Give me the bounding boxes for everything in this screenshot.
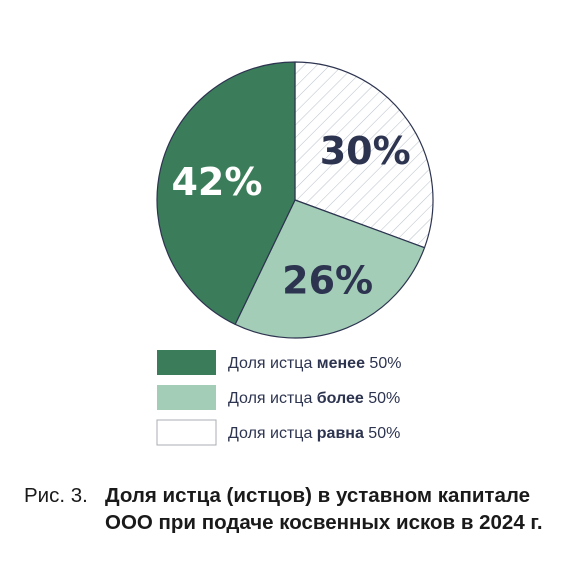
pie-slice-labels: 30% 26% 42% xyxy=(171,129,410,303)
pie-slice-3 xyxy=(156,61,296,325)
legend-swatch-1 xyxy=(157,350,216,375)
legend-label-1: Доля истца менее 50% xyxy=(228,355,401,372)
slice-value-label-2: 26% xyxy=(282,259,373,303)
caption-prefix: Рис. 3. xyxy=(24,484,88,507)
slice-value-label-3: 42% xyxy=(171,160,262,204)
pie-slice-2 xyxy=(234,199,426,339)
caption-title: Доля истца (истцов) в уставном капитале … xyxy=(105,484,543,534)
pie-slices xyxy=(156,61,434,339)
legend-swatch-2 xyxy=(157,385,216,410)
legend: Доля истца менее 50% Доля истца более 50%… xyxy=(156,350,401,446)
legend-swatch-3 xyxy=(156,419,217,446)
slice-value-label-1: 30% xyxy=(320,129,411,173)
legend-label-2: Доля истца более 50% xyxy=(228,390,400,407)
pie-slice-1 xyxy=(294,61,434,249)
legend-label-3: Доля истца равна 50% xyxy=(228,425,400,442)
